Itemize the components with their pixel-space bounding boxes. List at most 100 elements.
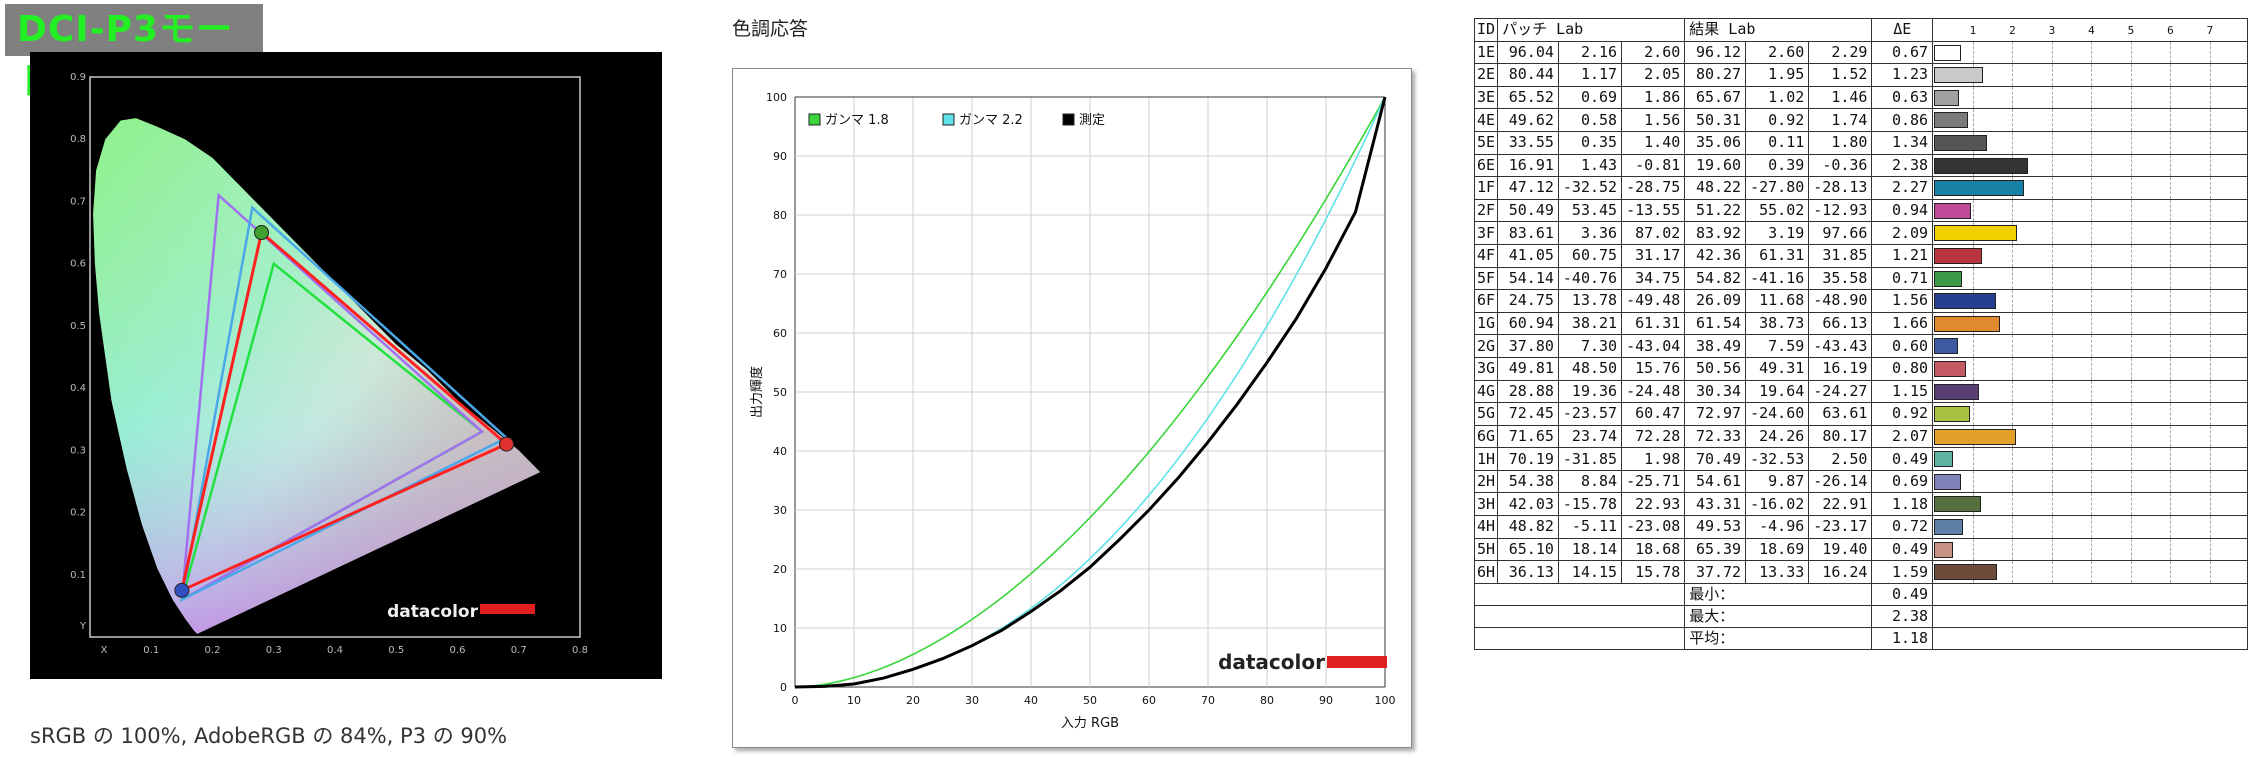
- delta-e-bar: [1934, 564, 1997, 581]
- y-tick-label: 50: [773, 386, 787, 399]
- bar-gridline: [1972, 403, 1974, 425]
- bar-gridline: [2170, 177, 2172, 199]
- result-lab-value: 13.33: [1745, 560, 1810, 584]
- result-lab-value: 3.19: [1745, 221, 1810, 245]
- patch-lab-value: -28.75: [1621, 176, 1686, 200]
- x-tick-label: 0.6: [450, 645, 466, 656]
- gamma-chart-title: 色調応答: [732, 18, 809, 40]
- patch-lab-value: 41.05: [1497, 243, 1559, 268]
- patch-lab-value: 60.94: [1497, 311, 1559, 336]
- result-lab-value: 22.91: [1808, 492, 1873, 517]
- patch-lab-value: 14.15: [1557, 560, 1623, 584]
- bar-gridline: [2130, 244, 2132, 267]
- bar-gridline: [2209, 267, 2211, 290]
- patch-lab-value: 61.31: [1621, 311, 1686, 336]
- bar-gridline: [2051, 154, 2053, 177]
- delta-e-bar-cell: [1932, 63, 2248, 87]
- delta-e-bar-cell: [1932, 311, 2248, 336]
- table-row: 5F 54.14 -40.76 34.75 54.82 -41.16 35.58 0.71: [1473, 266, 2248, 291]
- result-lab-value: 61.31: [1745, 243, 1810, 268]
- bar-gridline: [2130, 199, 2132, 222]
- patch-lab-value: -13.55: [1621, 198, 1686, 223]
- patch-lab-value: 16.91: [1497, 153, 1559, 178]
- patch-lab-value: 60.75: [1557, 243, 1623, 268]
- bar-gridline: [2170, 403, 2172, 425]
- delta-e-value: 0.49: [1871, 447, 1934, 471]
- result-lab-value: 24.26: [1745, 424, 1810, 449]
- result-lab-value: 26.09: [1684, 289, 1747, 313]
- bar-gridline: [2091, 516, 2093, 538]
- delta-e-bar-cell: [1932, 153, 2248, 178]
- patch-lab-value: 36.13: [1497, 560, 1559, 584]
- patch-lab-value: -23.57: [1557, 402, 1623, 426]
- bar-gridline: [2091, 470, 2093, 493]
- x-tick-label: 0.3: [266, 645, 282, 656]
- delta-e-value: 0.94: [1871, 198, 1934, 223]
- summary-label: 平均：: [1684, 626, 1873, 650]
- bar-gridline: [2051, 267, 2053, 290]
- bar-gridline: [2170, 64, 2172, 86]
- datacolor-logo: datacolor: [387, 602, 479, 622]
- bar-gridline: [2091, 154, 2093, 177]
- bar-gridline: [2170, 222, 2172, 244]
- bar-gridline: [2130, 493, 2132, 516]
- bar-gridline: [2091, 177, 2093, 199]
- bar-gridline: [2170, 267, 2172, 290]
- table-row: 4F 41.05 60.75 31.17 42.36 61.31 31.85 1.21: [1473, 243, 2248, 268]
- table-row: 6E 16.91 1.43 -0.81 19.60 0.39 -0.36 2.38: [1473, 153, 2248, 178]
- bar-gridline: [2130, 86, 2132, 109]
- bar-gridline: [2091, 267, 2093, 290]
- result-lab-value: 54.82: [1684, 266, 1747, 291]
- bar-gridline: [2170, 493, 2172, 516]
- result-lab-value: 2.60: [1745, 40, 1810, 65]
- table-row: 5E 33.55 0.35 1.40 35.06 0.11 1.80 1.34: [1473, 130, 2248, 155]
- bar-gridline: [2091, 109, 2093, 131]
- patch-id: 5E: [1473, 130, 1499, 155]
- patch-lab-value: 22.93: [1621, 492, 1686, 517]
- patch-id: 4F: [1473, 243, 1499, 268]
- bar-gridline: [2170, 335, 2172, 357]
- delta-e-bar-cell: [1932, 447, 2248, 471]
- bar-gridline: [2091, 222, 2093, 244]
- delta-e-value: 0.72: [1871, 515, 1934, 539]
- bar-gridline: [2130, 403, 2132, 425]
- result-lab-value: 96.12: [1684, 40, 1747, 65]
- bar-gridline: [2091, 425, 2093, 448]
- bar-gridline: [2091, 335, 2093, 357]
- result-lab-value: 35.58: [1808, 266, 1873, 291]
- bar-gridline: [2091, 493, 2093, 516]
- result-lab-value: 9.87: [1745, 469, 1810, 494]
- bar-axis-tick-label: 2: [2009, 24, 2016, 37]
- delta-e-bar: [1934, 519, 1963, 536]
- bar-gridline: [2130, 109, 2132, 131]
- bar-gridline: [2091, 312, 2093, 335]
- delta-e-bar-cell: [1932, 289, 2248, 313]
- bar-gridline: [2170, 199, 2172, 222]
- bar-gridline: [2209, 335, 2211, 357]
- bar-gridline: [2170, 131, 2172, 154]
- patch-lab-value: 47.12: [1497, 176, 1559, 200]
- measured-primary-point: [254, 225, 269, 241]
- bar-gridline: [2012, 244, 2014, 267]
- bar-gridline: [2091, 41, 2093, 64]
- delta-e-bar: [1934, 112, 1969, 129]
- result-lab-value: 19.60: [1684, 153, 1747, 178]
- result-lab-value: 83.92: [1684, 221, 1747, 245]
- patch-lab-value: 8.84: [1557, 469, 1623, 494]
- y-tick-label: 40: [773, 445, 787, 458]
- bar-gridline: [2051, 403, 2053, 425]
- patch-lab-value: -24.48: [1621, 379, 1686, 404]
- delta-e-bar-cell: [1932, 469, 2248, 494]
- delta-e-bar: [1934, 451, 1954, 468]
- table-row: 6F 24.75 13.78 -49.48 26.09 11.68 -48.90 1.56: [1473, 289, 2248, 313]
- bar-gridline: [2130, 561, 2132, 583]
- delta-e-value: 0.92: [1871, 402, 1934, 426]
- bar-gridline: [2170, 538, 2172, 561]
- delta-e-bar-cell: [1932, 334, 2248, 358]
- result-lab-value: 66.13: [1808, 311, 1873, 336]
- x-tick-label: 60: [1142, 694, 1156, 707]
- patch-id: 1H: [1473, 447, 1499, 471]
- delta-e-value: 1.34: [1871, 130, 1934, 155]
- y-tick-label: 90: [773, 150, 787, 163]
- bar-axis-tick-label: 4: [2088, 24, 2095, 37]
